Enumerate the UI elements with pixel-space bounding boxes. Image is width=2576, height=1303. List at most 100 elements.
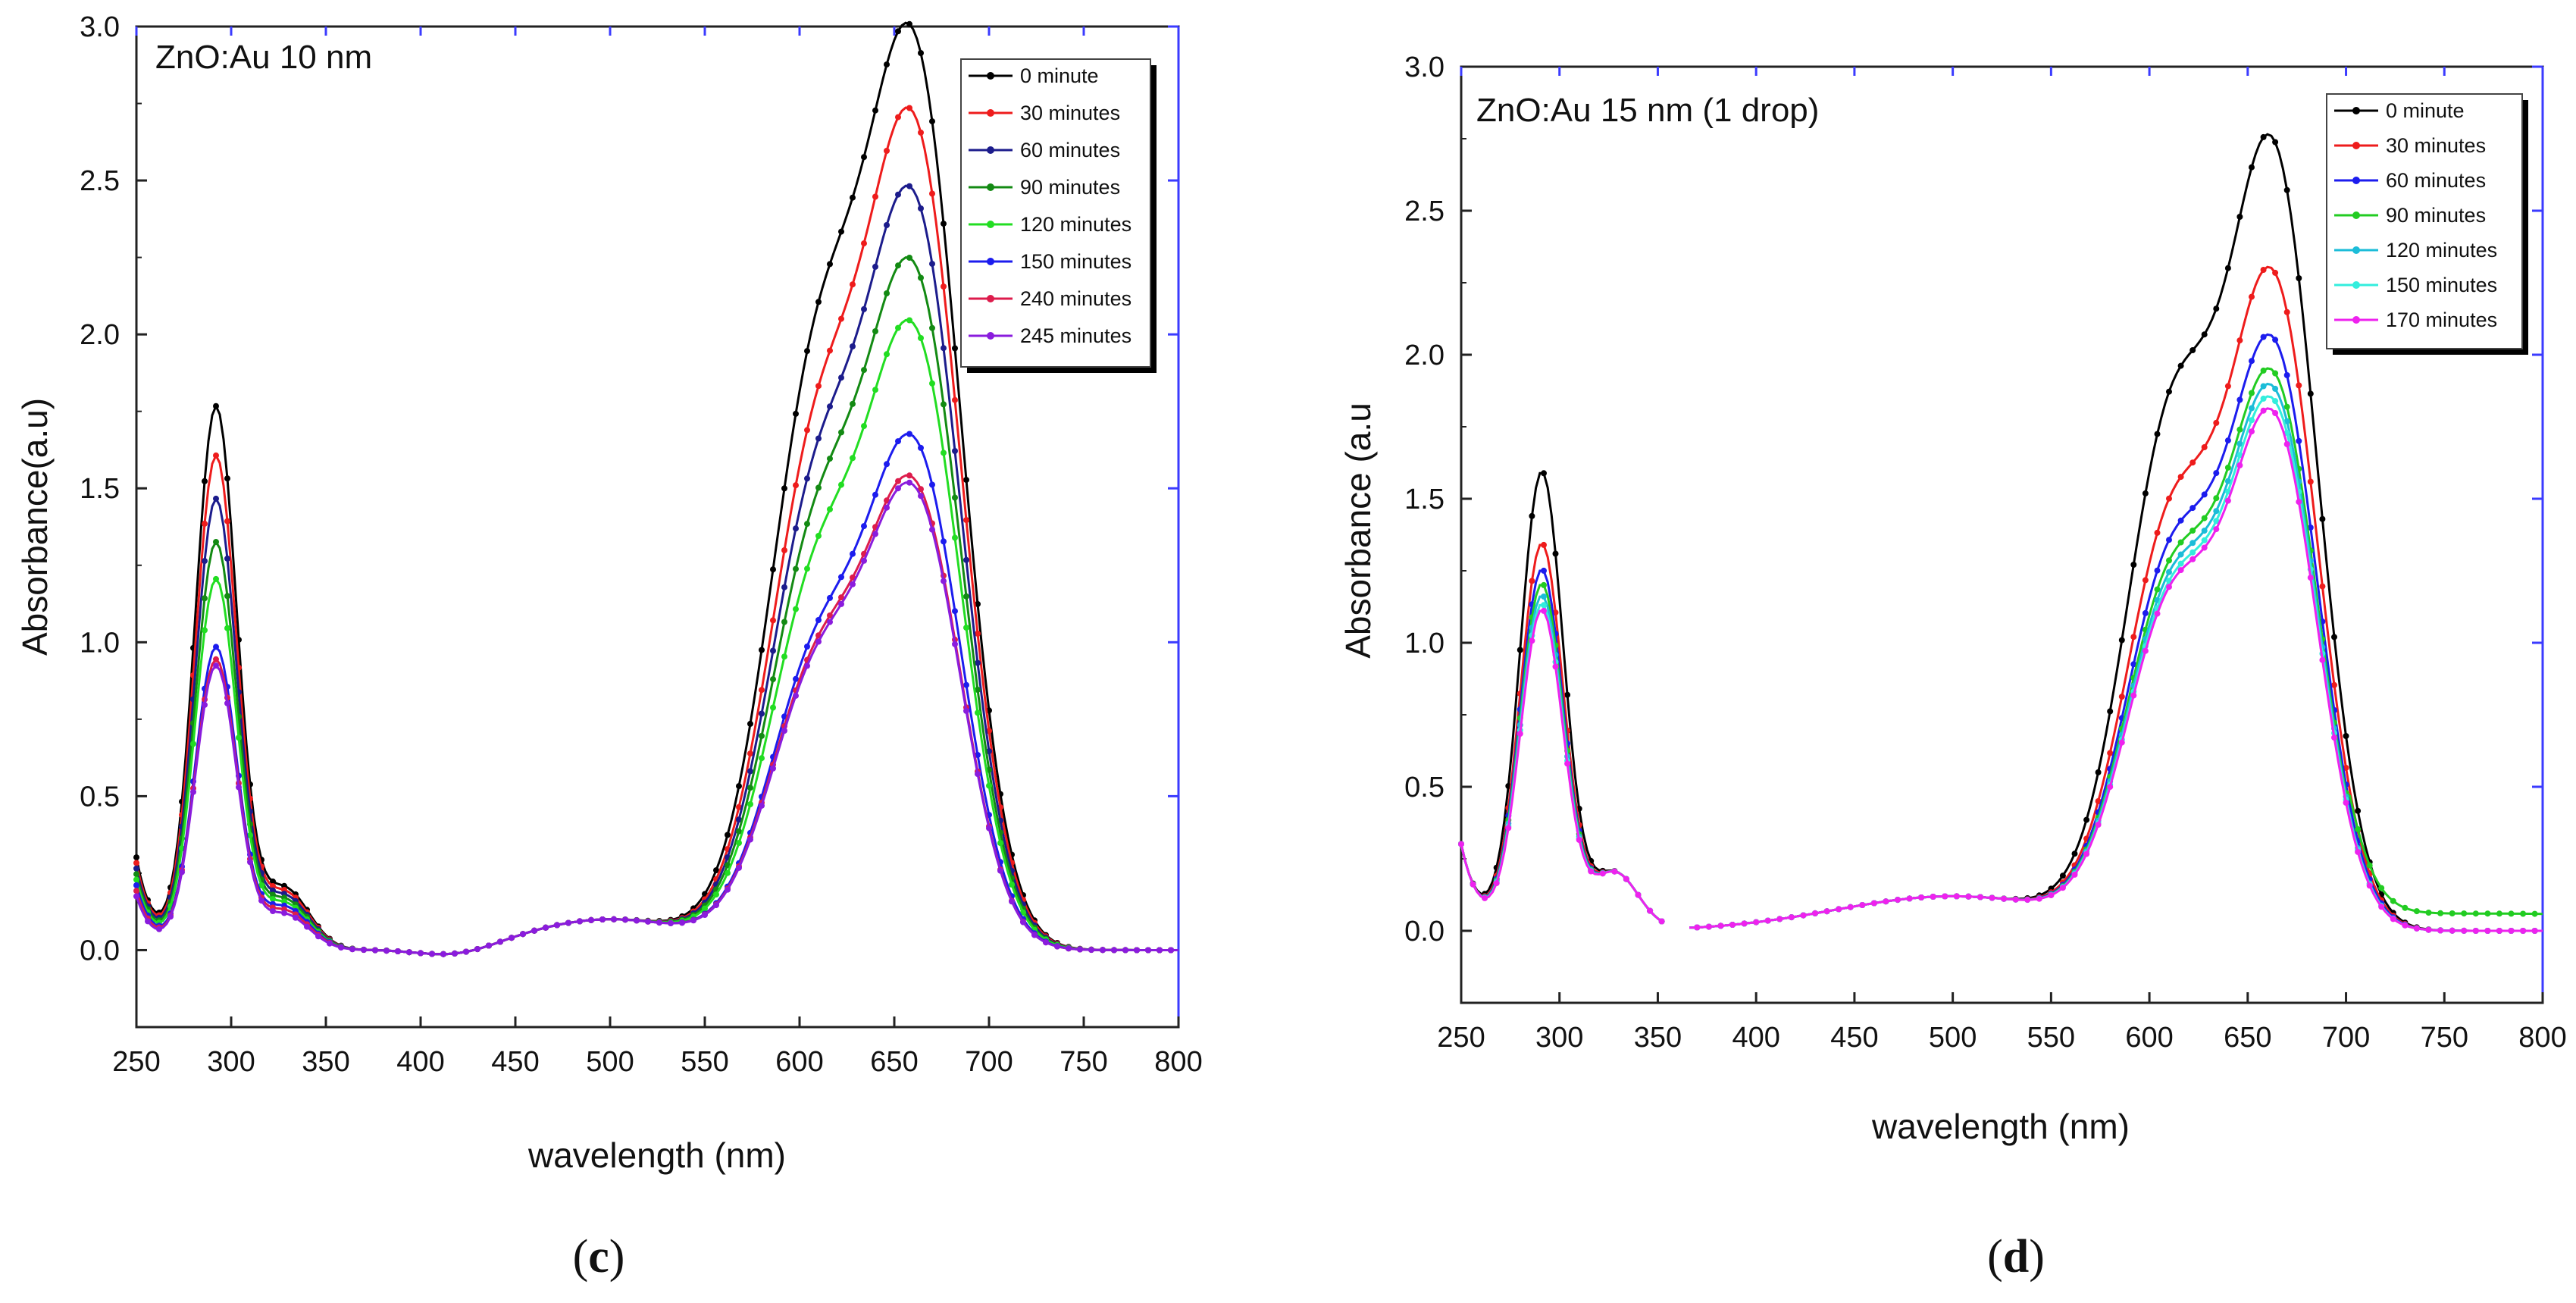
data-point (884, 497, 890, 504)
data-point (918, 493, 924, 500)
data-point (861, 154, 867, 161)
data-point (884, 351, 890, 358)
chart-panel-d: 0.0 0.5 1.0 1.5 2.0 2.5 3.0 250 300 350 400 450 500… (1338, 52, 2567, 1283)
legend-box (2326, 93, 2523, 349)
data-point (1541, 541, 1547, 548)
data-point (2059, 885, 2066, 891)
data-point (747, 836, 753, 843)
data-point (963, 556, 969, 563)
data-point (1541, 470, 1547, 477)
data-point (838, 594, 844, 601)
data-point (850, 455, 856, 462)
data-point (2118, 694, 2125, 700)
data-point (2236, 337, 2243, 344)
data-point (884, 290, 890, 296)
data-point (975, 600, 981, 607)
data-point (1859, 902, 1866, 908)
data-point (884, 61, 890, 68)
data-point (452, 950, 458, 957)
data-point (2154, 567, 2161, 574)
data-point (258, 882, 264, 888)
data-point (1122, 947, 1128, 954)
y-tick-label: 2.0 (1404, 340, 1445, 371)
data-point (565, 919, 571, 926)
data-point (133, 854, 139, 861)
data-point (2496, 928, 2502, 934)
data-point (895, 485, 901, 492)
data-point (781, 584, 787, 590)
data-point (1812, 910, 1818, 916)
y-tick-label: 1.5 (80, 473, 120, 505)
data-point (2520, 910, 2527, 917)
x-ticks: 250 300 350 400 450 500 550 600 650 700 750 800 (112, 27, 1203, 1078)
data-point (952, 494, 958, 501)
x-tick-label: 250 (1437, 1022, 1485, 1054)
data-point (2224, 437, 2231, 444)
data-point (2319, 515, 2326, 522)
data-point (1800, 912, 1807, 919)
data-point (963, 593, 969, 600)
data-point (315, 933, 321, 940)
data-point (2001, 895, 2008, 902)
y-tick-label: 1.5 (1404, 484, 1445, 515)
x-tick-label: 250 (112, 1046, 160, 1078)
data-point (827, 619, 833, 625)
data-point (2260, 383, 2267, 390)
data-point (2437, 927, 2444, 934)
data-point (872, 328, 878, 334)
y-tick-label: 0.5 (80, 781, 120, 813)
data-point (941, 578, 947, 584)
data-point (190, 788, 196, 795)
data-point (1100, 947, 1106, 954)
data-point (850, 550, 856, 557)
data-point (2319, 583, 2326, 590)
data-point (2118, 637, 2125, 644)
data-point (2331, 735, 2337, 741)
data-point (2224, 383, 2231, 390)
data-point (2307, 390, 2314, 397)
data-point (713, 902, 719, 909)
data-point (293, 914, 299, 921)
data-point (1977, 894, 1983, 901)
data-point (145, 918, 151, 925)
data-point (770, 704, 776, 711)
data-point (2213, 495, 2220, 502)
data-point (975, 771, 981, 778)
data-point (963, 681, 969, 688)
data-point (224, 555, 230, 562)
data-point (2272, 337, 2279, 343)
data-point (906, 479, 912, 486)
data-point (2272, 139, 2279, 146)
legend-label: 240 minutes (1020, 287, 1131, 310)
data-point (1529, 637, 1535, 644)
data-point (361, 947, 367, 954)
data-point (2177, 517, 2184, 524)
data-point (770, 617, 776, 624)
data-point (1753, 919, 1760, 926)
data-point (918, 486, 924, 493)
x-axis-label: wavelength (nm) (1871, 1107, 2130, 1146)
data-point (213, 656, 219, 662)
data-point (2166, 568, 2172, 575)
data-point (2071, 850, 2078, 857)
y-ticks: 0.0 0.5 1.0 1.5 2.0 2.5 3.0 (1404, 52, 2543, 1004)
data-point (918, 50, 924, 56)
data-point (2283, 418, 2290, 424)
data-point (747, 750, 753, 757)
data-point (781, 485, 787, 492)
data-point (827, 612, 833, 619)
data-point (952, 396, 958, 403)
data-point (2331, 681, 2337, 688)
x-tick-label: 650 (870, 1046, 918, 1078)
data-point (474, 946, 480, 953)
data-point (2249, 405, 2255, 412)
data-point (725, 886, 731, 893)
data-point (2484, 910, 2491, 917)
data-point (395, 948, 401, 954)
data-point (872, 531, 878, 537)
data-point (213, 402, 219, 409)
data-point (2024, 897, 2031, 904)
data-point (133, 888, 139, 894)
data-point (1729, 922, 1736, 928)
data-point (759, 732, 765, 739)
